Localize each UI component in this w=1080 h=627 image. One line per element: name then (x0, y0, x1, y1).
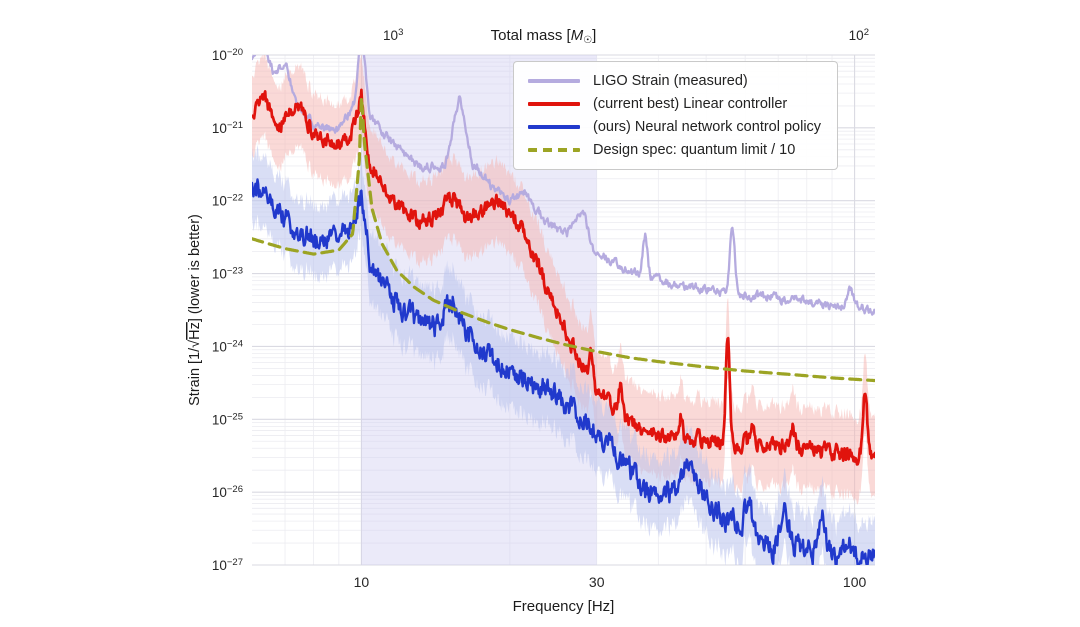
linear-controller-uncertainty-band (252, 55, 875, 505)
y-tick-label: 10−21 (212, 120, 243, 136)
top-tick-label: 102 (849, 27, 869, 43)
y-tick-label: 10−25 (212, 411, 243, 427)
legend-label-ligo: LIGO Strain (measured) (593, 73, 748, 89)
y-tick-label: 10−23 (212, 266, 243, 282)
top-axis-title: Total mass [M☉] (491, 27, 597, 46)
legend-label-neural: (ours) Neural network control policy (593, 119, 822, 135)
ligo-strain-measured-line (252, 55, 875, 316)
x-tick-label: 30 (589, 574, 605, 590)
top-tick-label: 103 (383, 27, 403, 43)
series-group (252, 55, 875, 565)
x-axis-title: Frequency [Hz] (513, 598, 615, 615)
y-tick-label: 10−22 (212, 193, 243, 209)
x-tick-label: 10 (354, 574, 370, 590)
y-tick-label: 10−20 (212, 47, 243, 63)
y-axis-title: Strain [1/√Hz] (lower is better) (187, 214, 203, 406)
legend-label-design-spec: Design spec: quantum limit / 10 (593, 142, 796, 158)
legend-item-ligo-strain: LIGO Strain (measured) (528, 73, 821, 89)
legend: LIGO Strain (measured) (current best) Li… (513, 61, 839, 170)
linear-controller-line (252, 88, 875, 466)
legend-line-sample-neural (528, 125, 580, 129)
legend-item-design-spec: Design spec: quantum limit / 10 (528, 142, 821, 158)
design-spec-line (252, 96, 875, 383)
y-tick-label: 10−26 (212, 484, 243, 500)
legend-item-linear-controller: (current best) Linear controller (528, 96, 821, 112)
neural-network-policy-line (252, 178, 875, 565)
x-tick-label: 100 (843, 574, 867, 590)
y-tick-label: 10−27 (212, 557, 243, 573)
legend-line-sample-ligo (528, 79, 580, 83)
legend-label-linear: (current best) Linear controller (593, 96, 788, 112)
legend-item-neural-network: (ours) Neural network control policy (528, 119, 821, 135)
legend-line-sample-linear (528, 102, 580, 106)
y-tick-label: 10−24 (212, 338, 243, 354)
legend-line-sample-design-spec (528, 148, 580, 152)
